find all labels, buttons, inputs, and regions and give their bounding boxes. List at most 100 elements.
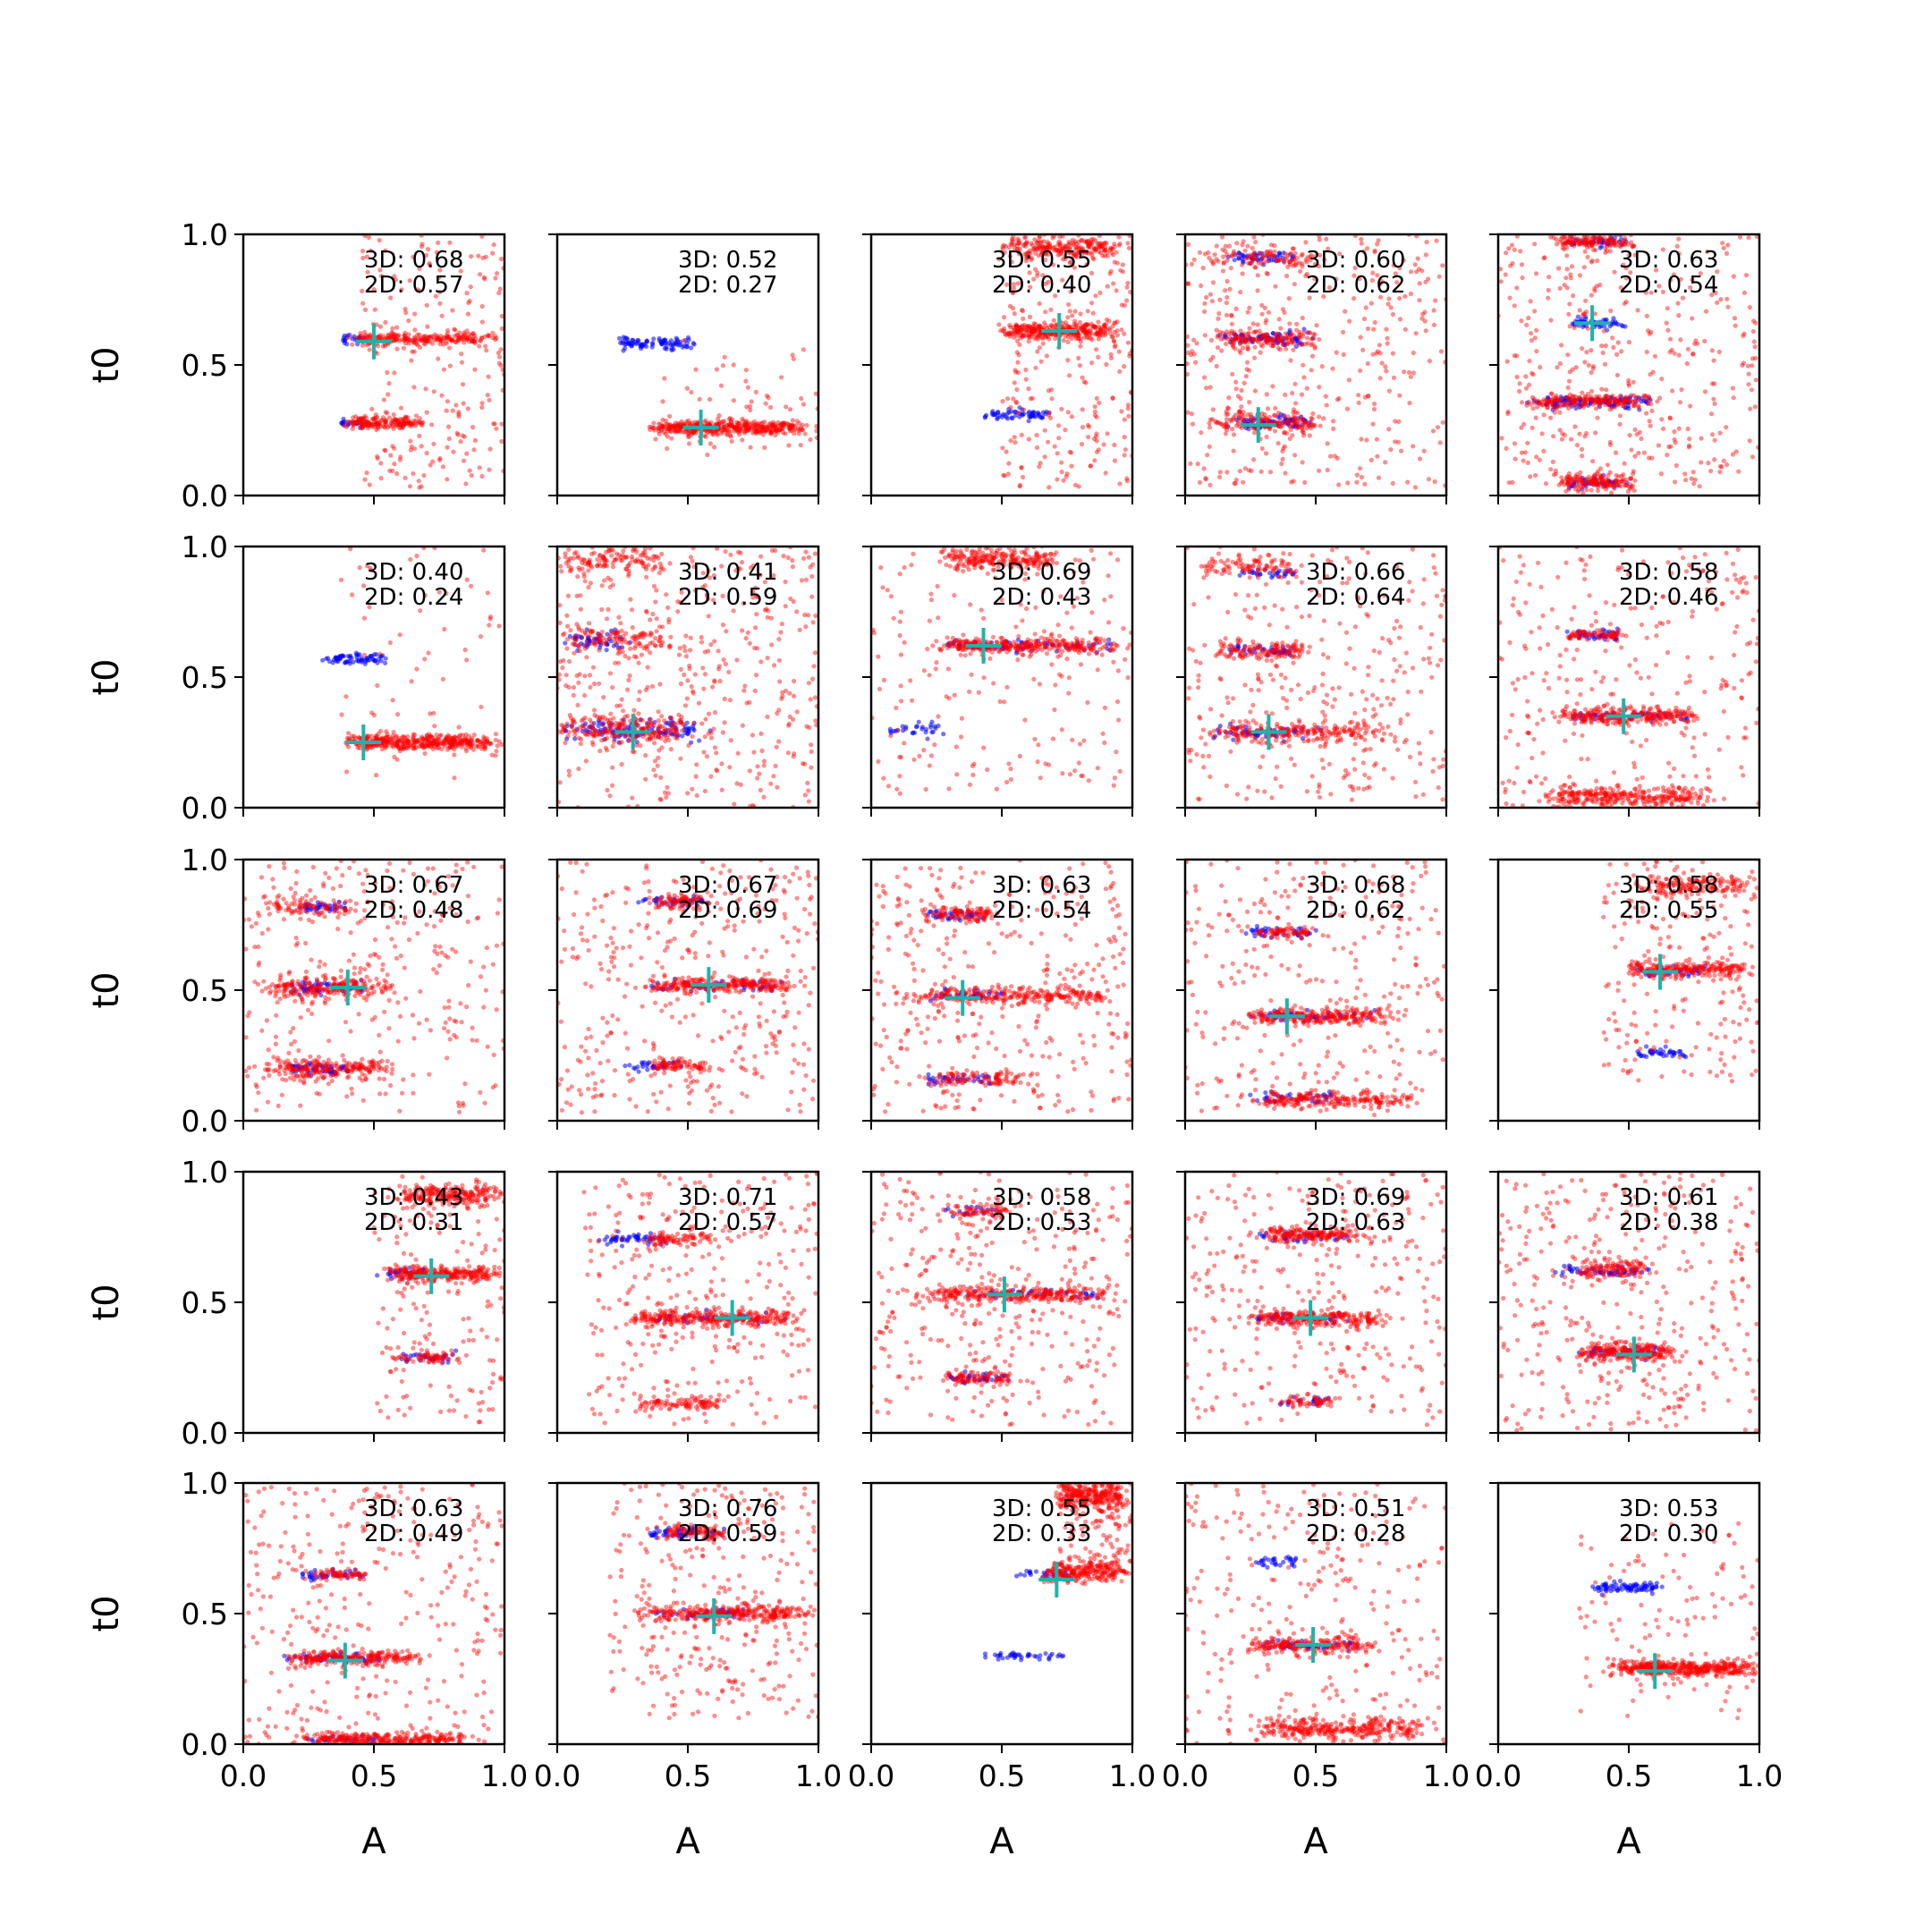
sample-point-red [1526,315,1531,321]
sample-point-red [1672,351,1677,356]
sample-point-red [1577,405,1582,411]
sample-point-red [1039,335,1045,340]
sample-point-red [364,335,369,341]
sample-point-red [1292,282,1297,287]
sample-point-red [1218,421,1224,427]
sample-point-blue [1040,410,1046,415]
sample-point-red [434,741,439,747]
sample-point-red [718,383,724,388]
sample-point-red [1608,396,1614,402]
sample-point-red [1032,326,1038,332]
sample-point-red [1077,248,1082,253]
sample-point-red [1070,237,1075,242]
sample-point-red [1628,476,1634,481]
sample-point-red [792,428,797,433]
sample-point-red [1316,264,1321,269]
sample-point-blue [341,422,346,428]
sample-point-red [1563,400,1568,405]
sample-point-red [491,421,496,427]
sample-point-red [1375,453,1380,459]
sample-point-red [424,339,430,344]
sample-point-red [1590,366,1596,371]
sample-point-red [1613,399,1618,404]
sample-point-red [1069,463,1074,469]
sample-point-red [403,336,409,342]
sample-point-red [352,419,358,426]
sample-point-red [1026,255,1032,260]
sample-point-red [1693,338,1699,343]
sample-point-red [749,420,754,426]
sample-point-red [656,428,662,434]
sample-point-red [1082,324,1088,329]
sample-point-red [1094,245,1099,250]
sample-point-red [768,428,774,433]
sample-point-red [1024,240,1030,246]
sample-point-red [1532,335,1538,341]
sample-point-red [1093,332,1098,337]
sample-point-red [1066,239,1072,244]
sample-point-red [411,337,416,343]
sample-point-red [1709,432,1716,437]
sample-point-red [727,423,733,428]
sample-point-red [1223,431,1228,436]
sample-point-red [1548,234,1554,240]
sample-point-red [1266,341,1271,346]
sample-point-red [451,740,456,745]
sample-point-red [750,423,756,428]
sample-point-red [653,436,658,442]
sample-point-red [364,421,369,427]
sample-point-red [1547,399,1553,404]
sample-point-red [1692,477,1698,482]
sample-point-red [1061,246,1066,251]
sample-point-red [493,737,498,742]
sample-point-red [411,420,416,426]
sample-point-red [1046,412,1051,418]
sample-point-red [1616,474,1622,479]
sample-point-red [428,462,433,468]
sample-point-red [1583,476,1589,481]
sample-point-red [1272,428,1278,434]
sample-point-red [1012,282,1017,287]
sample-point-red [773,428,778,434]
sample-point-red [421,342,427,347]
sample-point-red [1564,245,1570,250]
sample-point-red [1035,240,1040,245]
sample-point-red [1713,290,1718,295]
sample-point-red [390,335,395,340]
sample-point-red [783,431,788,436]
sample-point-red [1557,410,1563,415]
sample-point-red [1321,293,1326,300]
sample-point-red [1012,246,1017,251]
sample-point-red [1035,246,1040,251]
sample-point-red [1056,249,1062,254]
sample-point-red [1107,327,1113,333]
sample-point-red [414,339,419,344]
sample-point-red [352,419,357,424]
sample-point-red [744,404,750,410]
sample-point-red [1067,309,1072,314]
sample-point-red [475,738,480,743]
sample-point-red [716,420,722,426]
sample-point-red [1293,262,1299,267]
sample-point-red [1092,409,1097,414]
sample-point-red [1236,414,1241,419]
sample-point-red [1567,392,1573,397]
sample-point-red [1224,424,1230,429]
sample-point-red [382,738,387,743]
sample-point-red [747,428,752,433]
sample-point-red [1318,252,1323,258]
sample-point-red [744,425,750,430]
sample-point-red [1267,336,1272,342]
sample-point-red [799,395,804,402]
sample-point-red [1097,241,1103,246]
sample-point-red [402,421,408,427]
sample-point-red [1361,249,1367,254]
sample-point-red [1073,334,1079,339]
sample-point-red [673,429,678,435]
sample-point-red [401,745,406,750]
sample-point-red [1063,428,1068,433]
sample-point-red [1259,343,1265,349]
sample-point-red [1598,400,1604,405]
sample-point-red [1014,327,1020,334]
sample-point-red [669,428,674,434]
